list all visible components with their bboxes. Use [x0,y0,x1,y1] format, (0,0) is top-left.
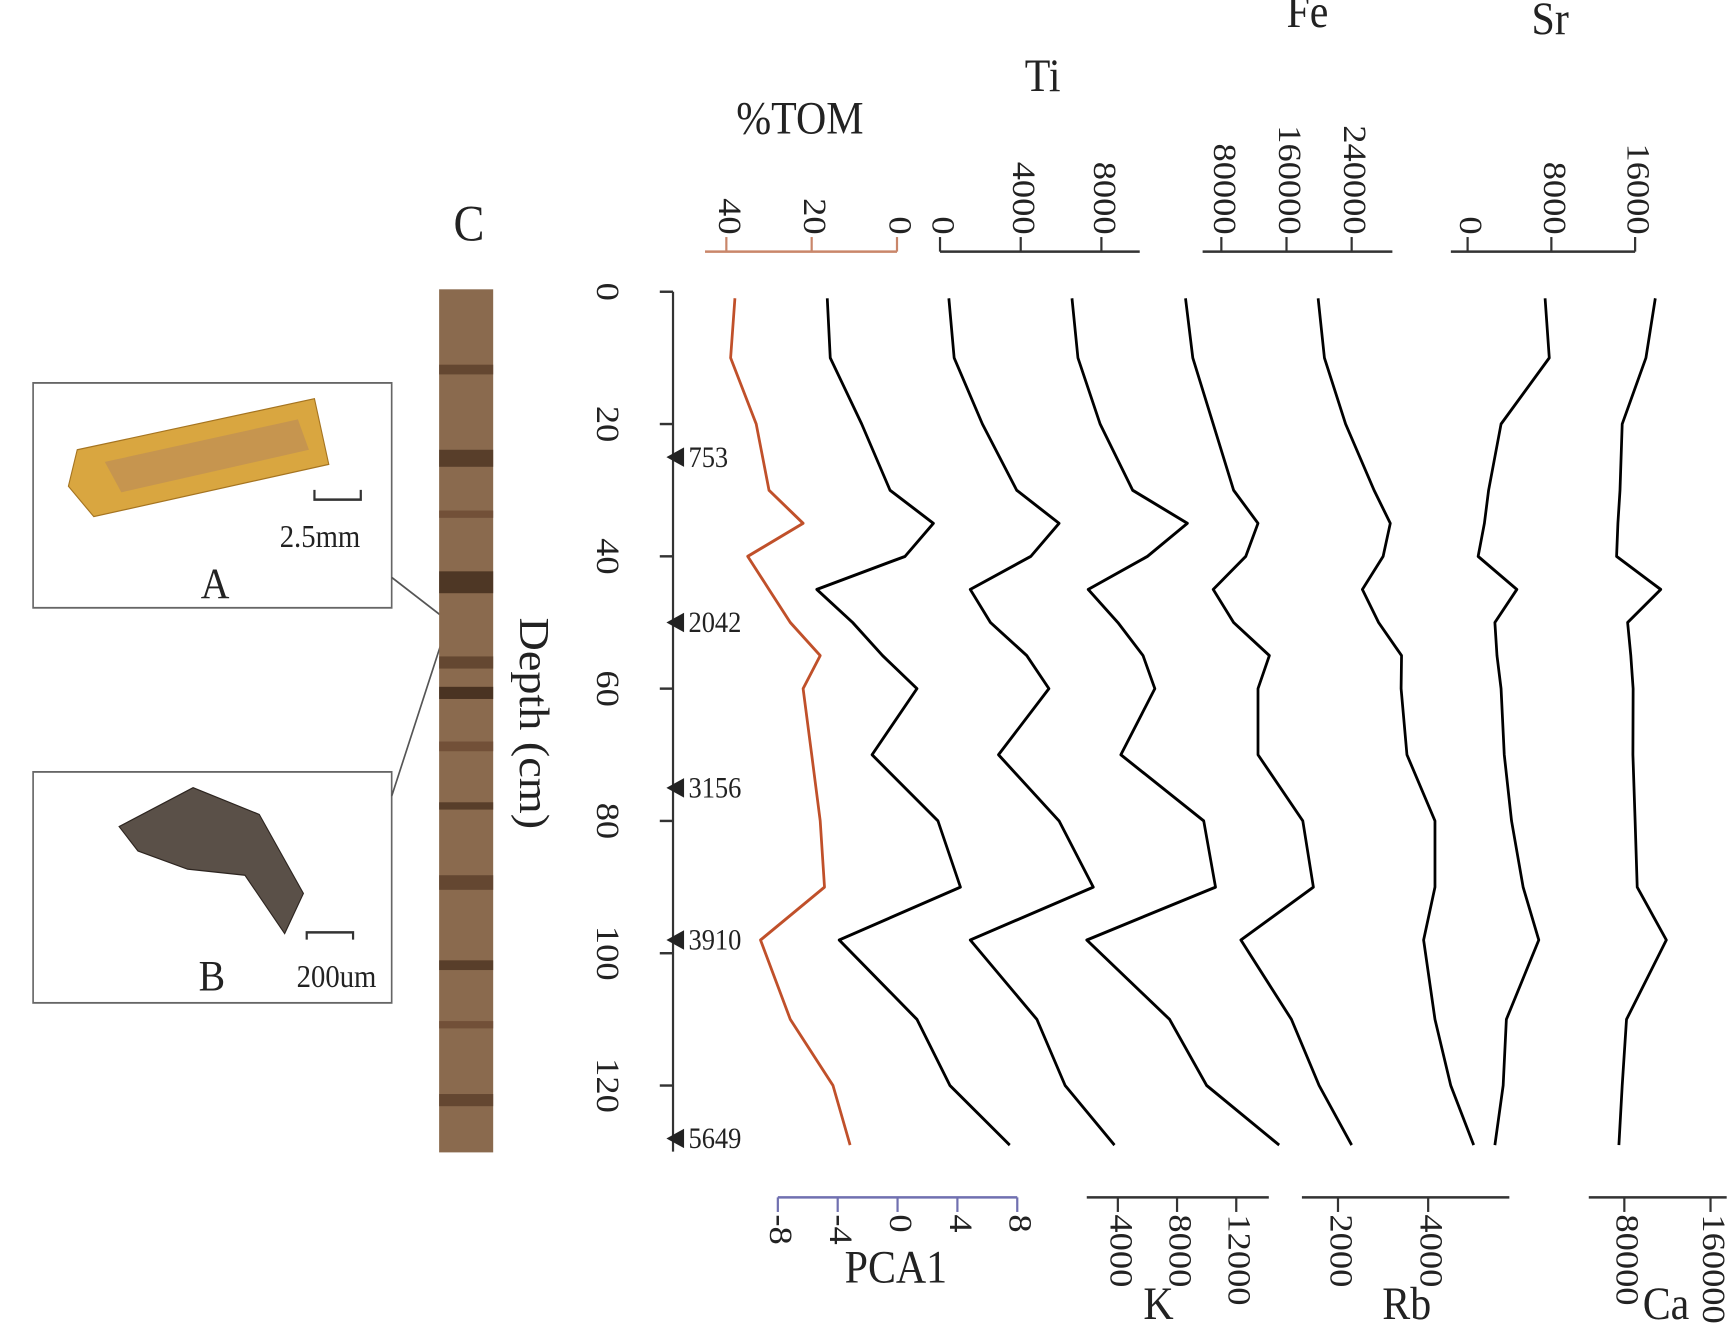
x-tick-label: 80000 [1206,143,1243,234]
age-label: 5649 [688,1123,741,1155]
x-tick-label: 0 [882,1214,919,1232]
core-band [439,510,494,518]
data-line [1184,298,1353,1146]
x-tick-label: 20 [796,198,833,234]
core-band [439,571,494,594]
sample-a-texture [104,419,309,493]
x-tick-label: -8 [763,1214,800,1244]
core-band [439,364,494,375]
axis-title: Ca [1643,1278,1690,1325]
x-tick-label: 16000 [1620,143,1657,234]
data-line [1476,298,1551,1146]
x-tick-label: 8000 [1162,1214,1199,1287]
data-line [1316,298,1475,1146]
y-axis-title: Depth (cm) [510,617,557,829]
x-tick-label: 4000 [1006,162,1043,235]
panel-label: B [199,953,225,1001]
x-tick-label: 4000 [1413,1214,1450,1287]
core-band [439,686,494,699]
scale-bar [313,489,362,501]
y-tick-label: 80 [589,803,626,839]
x-tick-label: 4 [942,1214,979,1232]
y-tick-label: 100 [589,926,626,981]
core-band [439,875,494,890]
axis-title: Rb [1382,1278,1431,1325]
sample-b-image [118,787,305,935]
age-marker [666,1128,685,1149]
x-tick-label: 0 [882,216,919,234]
age-label: 3156 [688,772,741,804]
age-label: 753 [688,442,728,474]
x-tick-label: 0 [925,216,962,234]
core-band [439,656,494,669]
data-line [947,298,1116,1147]
x-tick-label: 8 [1002,1214,1039,1232]
x-tick-label: 40 [711,198,748,234]
connector [390,625,448,797]
panel-label: C [453,196,484,253]
x-tick-label: 2000 [1323,1214,1360,1287]
age-marker [666,612,685,633]
age-marker [666,447,685,467]
scale-bar [305,931,355,940]
x-tick-label: 12000 [1221,1214,1258,1305]
axis-title: Fe [1286,0,1328,37]
x-tick-label: 240000 [1336,125,1373,234]
axis-title: %TOM [736,93,863,144]
core-band [439,449,494,467]
y-tick-label: 120 [589,1058,626,1113]
y-tick-label: 60 [589,670,626,706]
data-line [729,298,852,1146]
y-tick-label: 0 [589,283,626,301]
x-tick-label: 160000 [1271,125,1308,234]
data-line [815,298,1011,1147]
core-band [439,1021,494,1029]
x-tick-label: 80000 [1609,1214,1646,1305]
age-marker [666,778,685,798]
core-band [439,802,494,810]
age-label: 2042 [688,607,741,639]
core-band [439,960,494,971]
core-image [439,289,494,1153]
connector [391,576,448,621]
data-line [1615,298,1668,1146]
age-label: 3910 [688,925,741,957]
scale-label: 200um [297,959,377,995]
x-tick-label: 160000 [1695,1214,1730,1323]
x-tick-label: 8000 [1086,162,1123,235]
x-tick-label: -4 [823,1214,860,1244]
y-tick-label: 40 [589,538,626,574]
axis-title: Sr [1532,0,1570,45]
x-tick-label: 0 [1452,216,1489,234]
axis-title: K [1143,1278,1173,1325]
scale-label: 2.5mm [280,519,360,555]
y-tick-label: 20 [589,406,626,442]
x-tick-label: 8000 [1536,162,1573,235]
axis-title: Ti [1025,50,1061,101]
core-band [439,1094,494,1107]
axis-title: PCA1 [845,1242,948,1293]
data-line [1070,298,1281,1147]
panel-label: A [201,560,230,608]
x-tick-label: 4000 [1103,1214,1140,1287]
core-stripes [439,364,494,1107]
age-marker [666,930,685,950]
core-band [439,741,494,752]
